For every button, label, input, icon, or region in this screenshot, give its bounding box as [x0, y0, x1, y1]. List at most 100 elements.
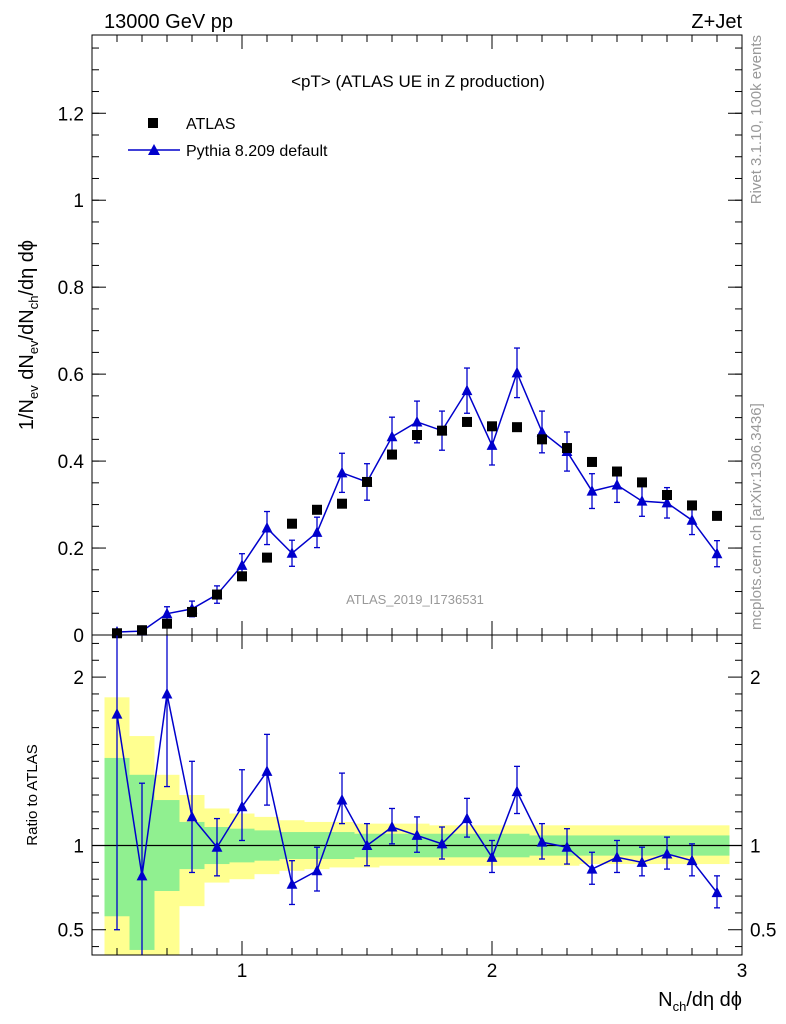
x-axis-label: Nch/dη dϕ [658, 989, 742, 1014]
atlas-point [437, 425, 447, 436]
svg-text:mcplots.cern.ch [arXiv:1306.34: mcplots.cern.ch [arXiv:1306.3436] [748, 403, 765, 630]
ratio-point [311, 864, 323, 876]
y-tick-label-ratio-right: 2 [750, 668, 761, 689]
atlas-point [387, 449, 397, 460]
ratio-point [286, 878, 298, 889]
atlas-point [712, 510, 722, 521]
ratio-point [411, 829, 423, 840]
ratio-point [111, 708, 123, 719]
atlas-point [512, 422, 522, 433]
atlas-point [337, 498, 347, 509]
legend-atlas-label: ATLAS [186, 116, 236, 133]
atlas-point [612, 466, 622, 477]
atlas-point [537, 434, 547, 445]
ratio-point [486, 851, 498, 862]
y-tick-label-ratio: 2 [73, 668, 84, 689]
x-tick-label: 2 [487, 961, 498, 982]
ratio-point [361, 839, 373, 851]
ratio-point [136, 869, 148, 881]
legend-pythia-marker [148, 144, 160, 155]
header-right-label: Z+Jet [691, 11, 742, 33]
pythia-point [236, 559, 248, 570]
x-tick-label: 1 [237, 961, 248, 982]
y-tick-label-main: 1.2 [58, 104, 84, 125]
pythia-point [636, 495, 648, 506]
ratio-point [211, 841, 223, 852]
ratio-point [261, 765, 273, 776]
atlas-point [637, 477, 647, 488]
atlas-point [287, 518, 297, 529]
pythia-point [336, 466, 348, 478]
atlas-point [212, 589, 222, 600]
pythia-point [261, 522, 273, 533]
legend-atlas-marker [148, 118, 158, 128]
y-tick-label-main: 0.2 [58, 539, 84, 560]
pythia-point [536, 425, 548, 437]
atlas-point [412, 430, 422, 440]
atlas-point [662, 490, 672, 500]
pythia-point [661, 496, 673, 508]
y-axis-label-ratio: Ratio to ATLAS [24, 744, 41, 845]
atlas-point [262, 552, 272, 563]
ratio-plot-frame [91, 634, 743, 956]
ratio-point [611, 851, 623, 862]
ratio-point [511, 785, 523, 797]
axes-ticks: 00.20.40.60.811.21 2 30.5 0.51 12 2 [58, 35, 776, 982]
ratio-point [686, 854, 698, 866]
analysis-watermark: ATLAS_2019_I1736531 [346, 592, 484, 607]
ratio-point [711, 886, 723, 898]
pythia-point [461, 384, 473, 396]
atlas-point [687, 500, 697, 511]
atlas-point [162, 618, 172, 629]
ratio-point [536, 836, 548, 847]
atlas-point [462, 416, 472, 427]
data-series [111, 347, 723, 955]
ratio-point [436, 837, 448, 849]
y-tick-label-ratio-right: 0.5 [750, 921, 776, 942]
atlas-point [137, 625, 147, 636]
svg-text:1/Nev dNev/dNch/dη dϕ: 1/Nev dNev/dNch/dη dϕ [16, 240, 41, 430]
y-tick-label-main: 0 [73, 626, 84, 647]
atlas-point [562, 443, 572, 454]
atlas-point [187, 606, 197, 617]
pythia-point [686, 514, 698, 525]
pythia-point [611, 479, 623, 490]
ratio-point [661, 847, 673, 859]
ratio-point [461, 812, 473, 824]
pythia-point [286, 547, 298, 558]
ratio-point [336, 794, 348, 805]
y-axis-label-main: 1/Nev dNev/dNch/dη dϕ [16, 240, 41, 430]
y-tick-label-main: 0.6 [58, 365, 84, 386]
pythia-point [511, 366, 523, 378]
pythia-point [486, 439, 498, 450]
pythia-point [586, 485, 598, 496]
ratio-point [161, 687, 173, 699]
ratio-point [561, 841, 573, 852]
y-tick-label-ratio: 1 [73, 837, 84, 858]
header-left-label: 13000 GeV pp [104, 11, 233, 33]
pythia-point [711, 547, 723, 559]
atlas-point [487, 421, 497, 432]
y-tick-label-ratio: 0.5 [58, 921, 84, 942]
atlas-point [237, 571, 247, 582]
y-tick-label-main: 0.8 [58, 278, 84, 299]
pythia-point [411, 415, 423, 427]
rivet-side-label: Rivet 3.1.10, 100k events [748, 35, 765, 204]
ratio-point [186, 810, 198, 822]
legend: ATLAS Pythia 8.209 default [128, 116, 328, 160]
y-tick-label-main: 0.4 [58, 452, 85, 473]
pythia-point [386, 430, 398, 442]
atlas-point [587, 456, 597, 467]
atlas-point [112, 628, 122, 639]
mcplots-side-label: mcplots.cern.ch [arXiv:1306.3436] [748, 403, 765, 630]
pythia-point [161, 607, 173, 619]
svg-text:Ratio to ATLAS: Ratio to ATLAS [24, 744, 41, 845]
ratio-point [236, 800, 248, 812]
pythia-point [311, 526, 323, 537]
x-tick-label: 3 [737, 961, 748, 982]
ratio-point [636, 856, 648, 867]
y-tick-label-ratio-right: 1 [750, 837, 761, 858]
y-tick-label-main: 1 [73, 191, 84, 212]
ratio-point [586, 863, 598, 874]
